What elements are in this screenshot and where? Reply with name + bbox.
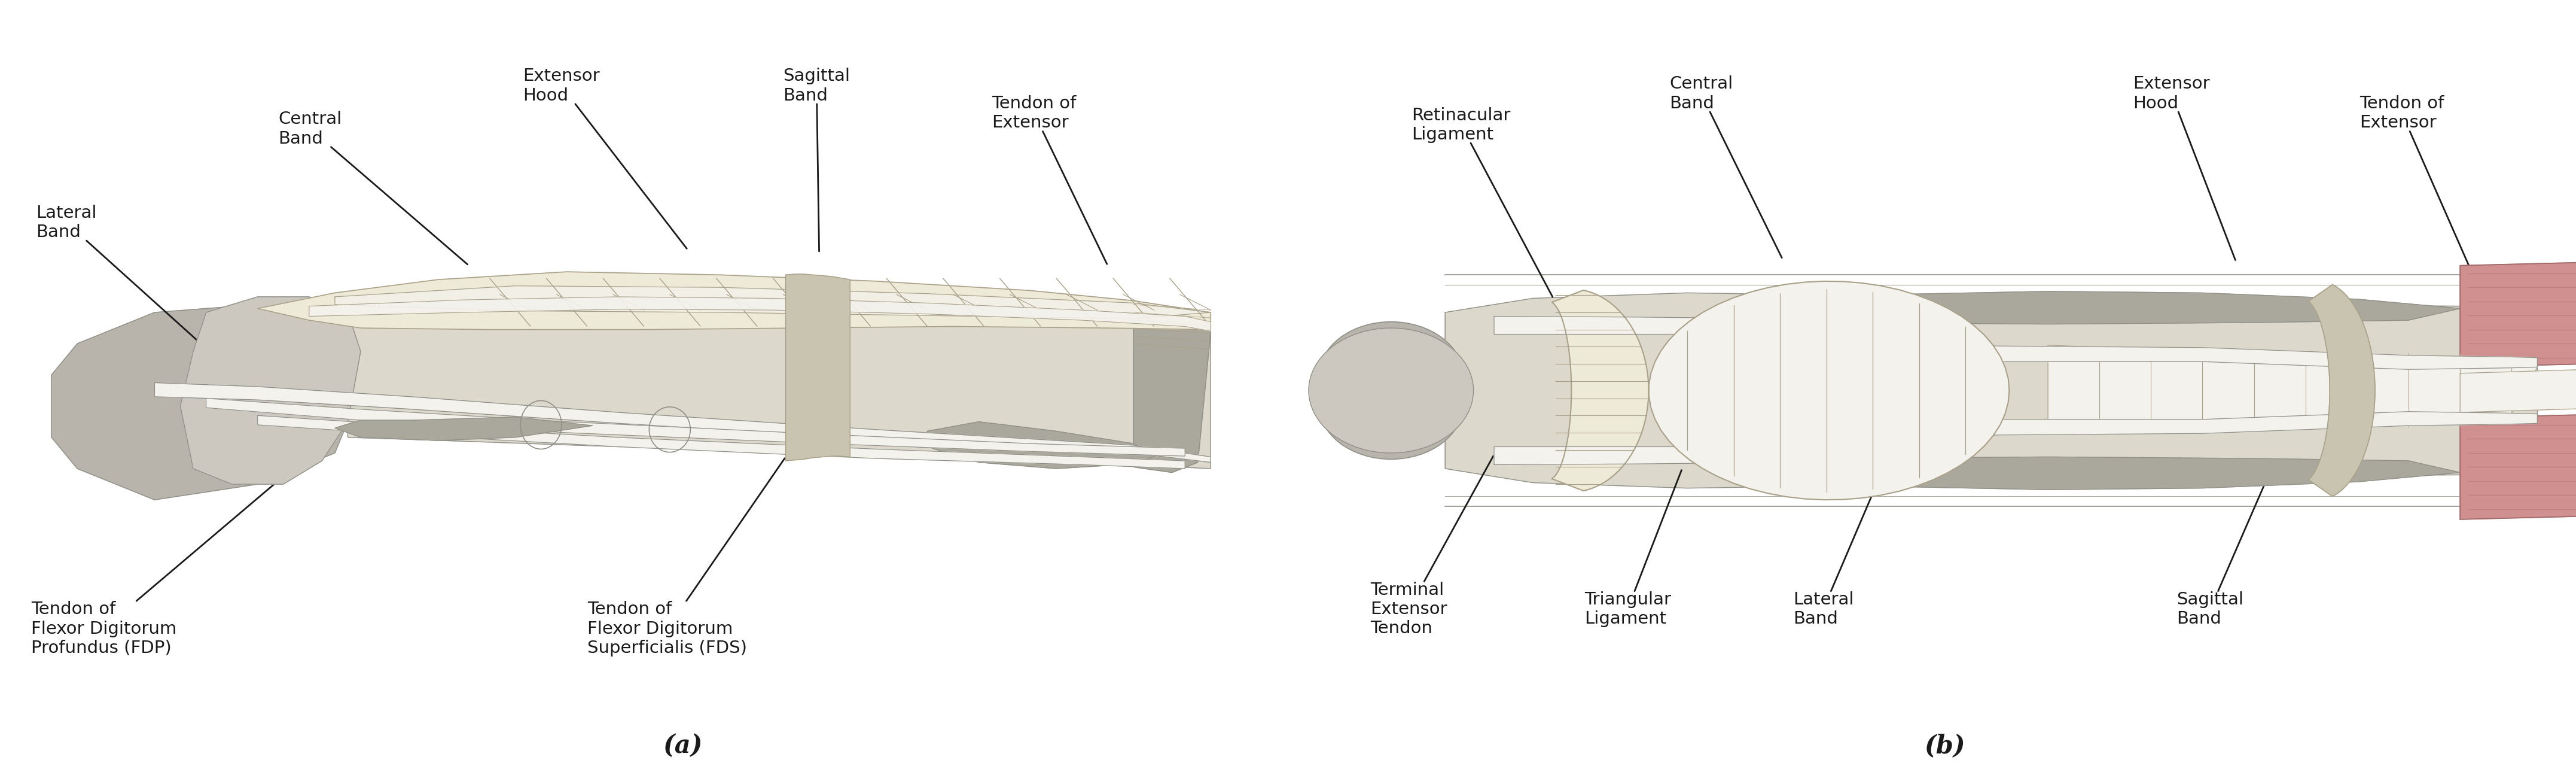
- Text: Extensor
Hood: Extensor Hood: [523, 68, 688, 248]
- Polygon shape: [335, 417, 592, 440]
- Polygon shape: [258, 272, 1211, 330]
- Text: (b): (b): [1924, 733, 1965, 758]
- Text: Lateral
Band: Lateral Band: [1793, 447, 1893, 627]
- Polygon shape: [786, 274, 850, 461]
- Polygon shape: [348, 297, 1211, 469]
- Text: Lateral
Band: Lateral Band: [36, 205, 211, 352]
- Polygon shape: [1551, 291, 1649, 490]
- Polygon shape: [2460, 414, 2576, 519]
- Ellipse shape: [1319, 322, 1463, 431]
- Text: Terminal
Extensor
Tendon: Terminal Extensor Tendon: [1370, 456, 1494, 637]
- Ellipse shape: [1309, 328, 1473, 453]
- Polygon shape: [1445, 293, 2537, 488]
- Polygon shape: [927, 422, 1159, 469]
- Polygon shape: [180, 297, 361, 484]
- Polygon shape: [2460, 262, 2576, 367]
- Polygon shape: [2460, 369, 2576, 412]
- Polygon shape: [1494, 412, 2537, 465]
- Text: Tendon of
Extensor: Tendon of Extensor: [2360, 95, 2473, 273]
- Text: Tendon of
Extensor: Tendon of Extensor: [992, 95, 1108, 264]
- Text: Central
Band: Central Band: [1669, 76, 1783, 258]
- Polygon shape: [1352, 359, 1440, 422]
- Polygon shape: [1649, 281, 2009, 500]
- Polygon shape: [309, 297, 1211, 331]
- Text: (a): (a): [662, 733, 703, 758]
- Text: Retinacular
Ligament: Retinacular Ligament: [1412, 107, 1553, 297]
- Polygon shape: [206, 398, 1185, 456]
- Polygon shape: [258, 415, 1185, 469]
- Polygon shape: [52, 305, 361, 500]
- Polygon shape: [1687, 457, 2460, 490]
- Polygon shape: [2308, 284, 2375, 497]
- Text: Tendon of
Flexor Digitorum
Superficialis (FDS): Tendon of Flexor Digitorum Superficialis…: [587, 458, 786, 657]
- Text: Tendon of
Flexor Digitorum
Profundus (FDP): Tendon of Flexor Digitorum Profundus (FD…: [31, 455, 309, 657]
- Polygon shape: [2048, 345, 2537, 434]
- Ellipse shape: [1319, 350, 1463, 459]
- Text: Sagittal
Band: Sagittal Band: [2177, 469, 2272, 627]
- Polygon shape: [1133, 316, 1211, 473]
- Text: Triangular
Ligament: Triangular Ligament: [1584, 470, 1682, 627]
- Polygon shape: [1687, 291, 2460, 324]
- Polygon shape: [1662, 359, 1996, 422]
- Text: Central
Band: Central Band: [278, 111, 469, 265]
- Text: Sagittal
Band: Sagittal Band: [783, 68, 850, 251]
- Polygon shape: [335, 286, 1211, 319]
- Text: Extensor
Hood: Extensor Hood: [2133, 76, 2236, 260]
- Polygon shape: [155, 383, 1211, 462]
- Polygon shape: [1494, 316, 2537, 369]
